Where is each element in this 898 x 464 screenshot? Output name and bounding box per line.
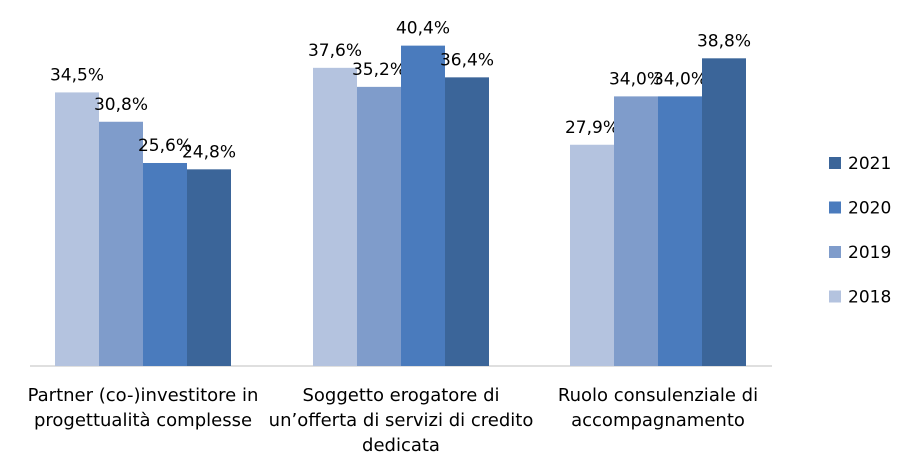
value-label: 34,5% xyxy=(50,65,104,85)
bar xyxy=(702,58,746,366)
value-label: 34,0% xyxy=(653,69,707,89)
bar xyxy=(143,162,187,366)
x-tick-label: Soggetto erogatore di un’offerta di serv… xyxy=(268,385,534,456)
legend-swatch xyxy=(829,157,841,169)
legend-swatch xyxy=(829,246,841,258)
legend-swatch xyxy=(829,201,841,214)
value-label: 24,8% xyxy=(182,142,236,162)
legend-label: 2021 xyxy=(848,154,891,174)
value-label: 40,4% xyxy=(396,19,450,39)
x-tick-label: Partner (co-)investitore in progettualit… xyxy=(27,385,259,431)
bar xyxy=(99,121,143,366)
legend-label: 2018 xyxy=(848,288,891,308)
bar xyxy=(614,96,658,366)
value-label: 30,8% xyxy=(94,95,148,115)
value-label: 25,6% xyxy=(138,136,192,156)
bar xyxy=(357,86,401,366)
bar xyxy=(658,96,702,366)
x-tick-label: Ruolo consulenziale di accompagnamento xyxy=(557,385,759,431)
legend-swatch xyxy=(829,290,841,303)
bar xyxy=(445,77,489,367)
value-label: 27,9% xyxy=(565,118,619,138)
value-label: 36,4% xyxy=(440,50,494,70)
legend-label: 2020 xyxy=(848,199,891,219)
value-label: 37,6% xyxy=(308,41,362,61)
value-label: 38,8% xyxy=(697,31,751,51)
value-label: 35,2% xyxy=(352,60,406,80)
value-label: 34,0% xyxy=(609,69,663,89)
bar xyxy=(313,67,357,366)
bar xyxy=(570,144,614,366)
bar xyxy=(401,45,445,367)
legend-label: 2019 xyxy=(848,243,891,263)
bar xyxy=(55,92,99,366)
bar xyxy=(187,169,231,366)
